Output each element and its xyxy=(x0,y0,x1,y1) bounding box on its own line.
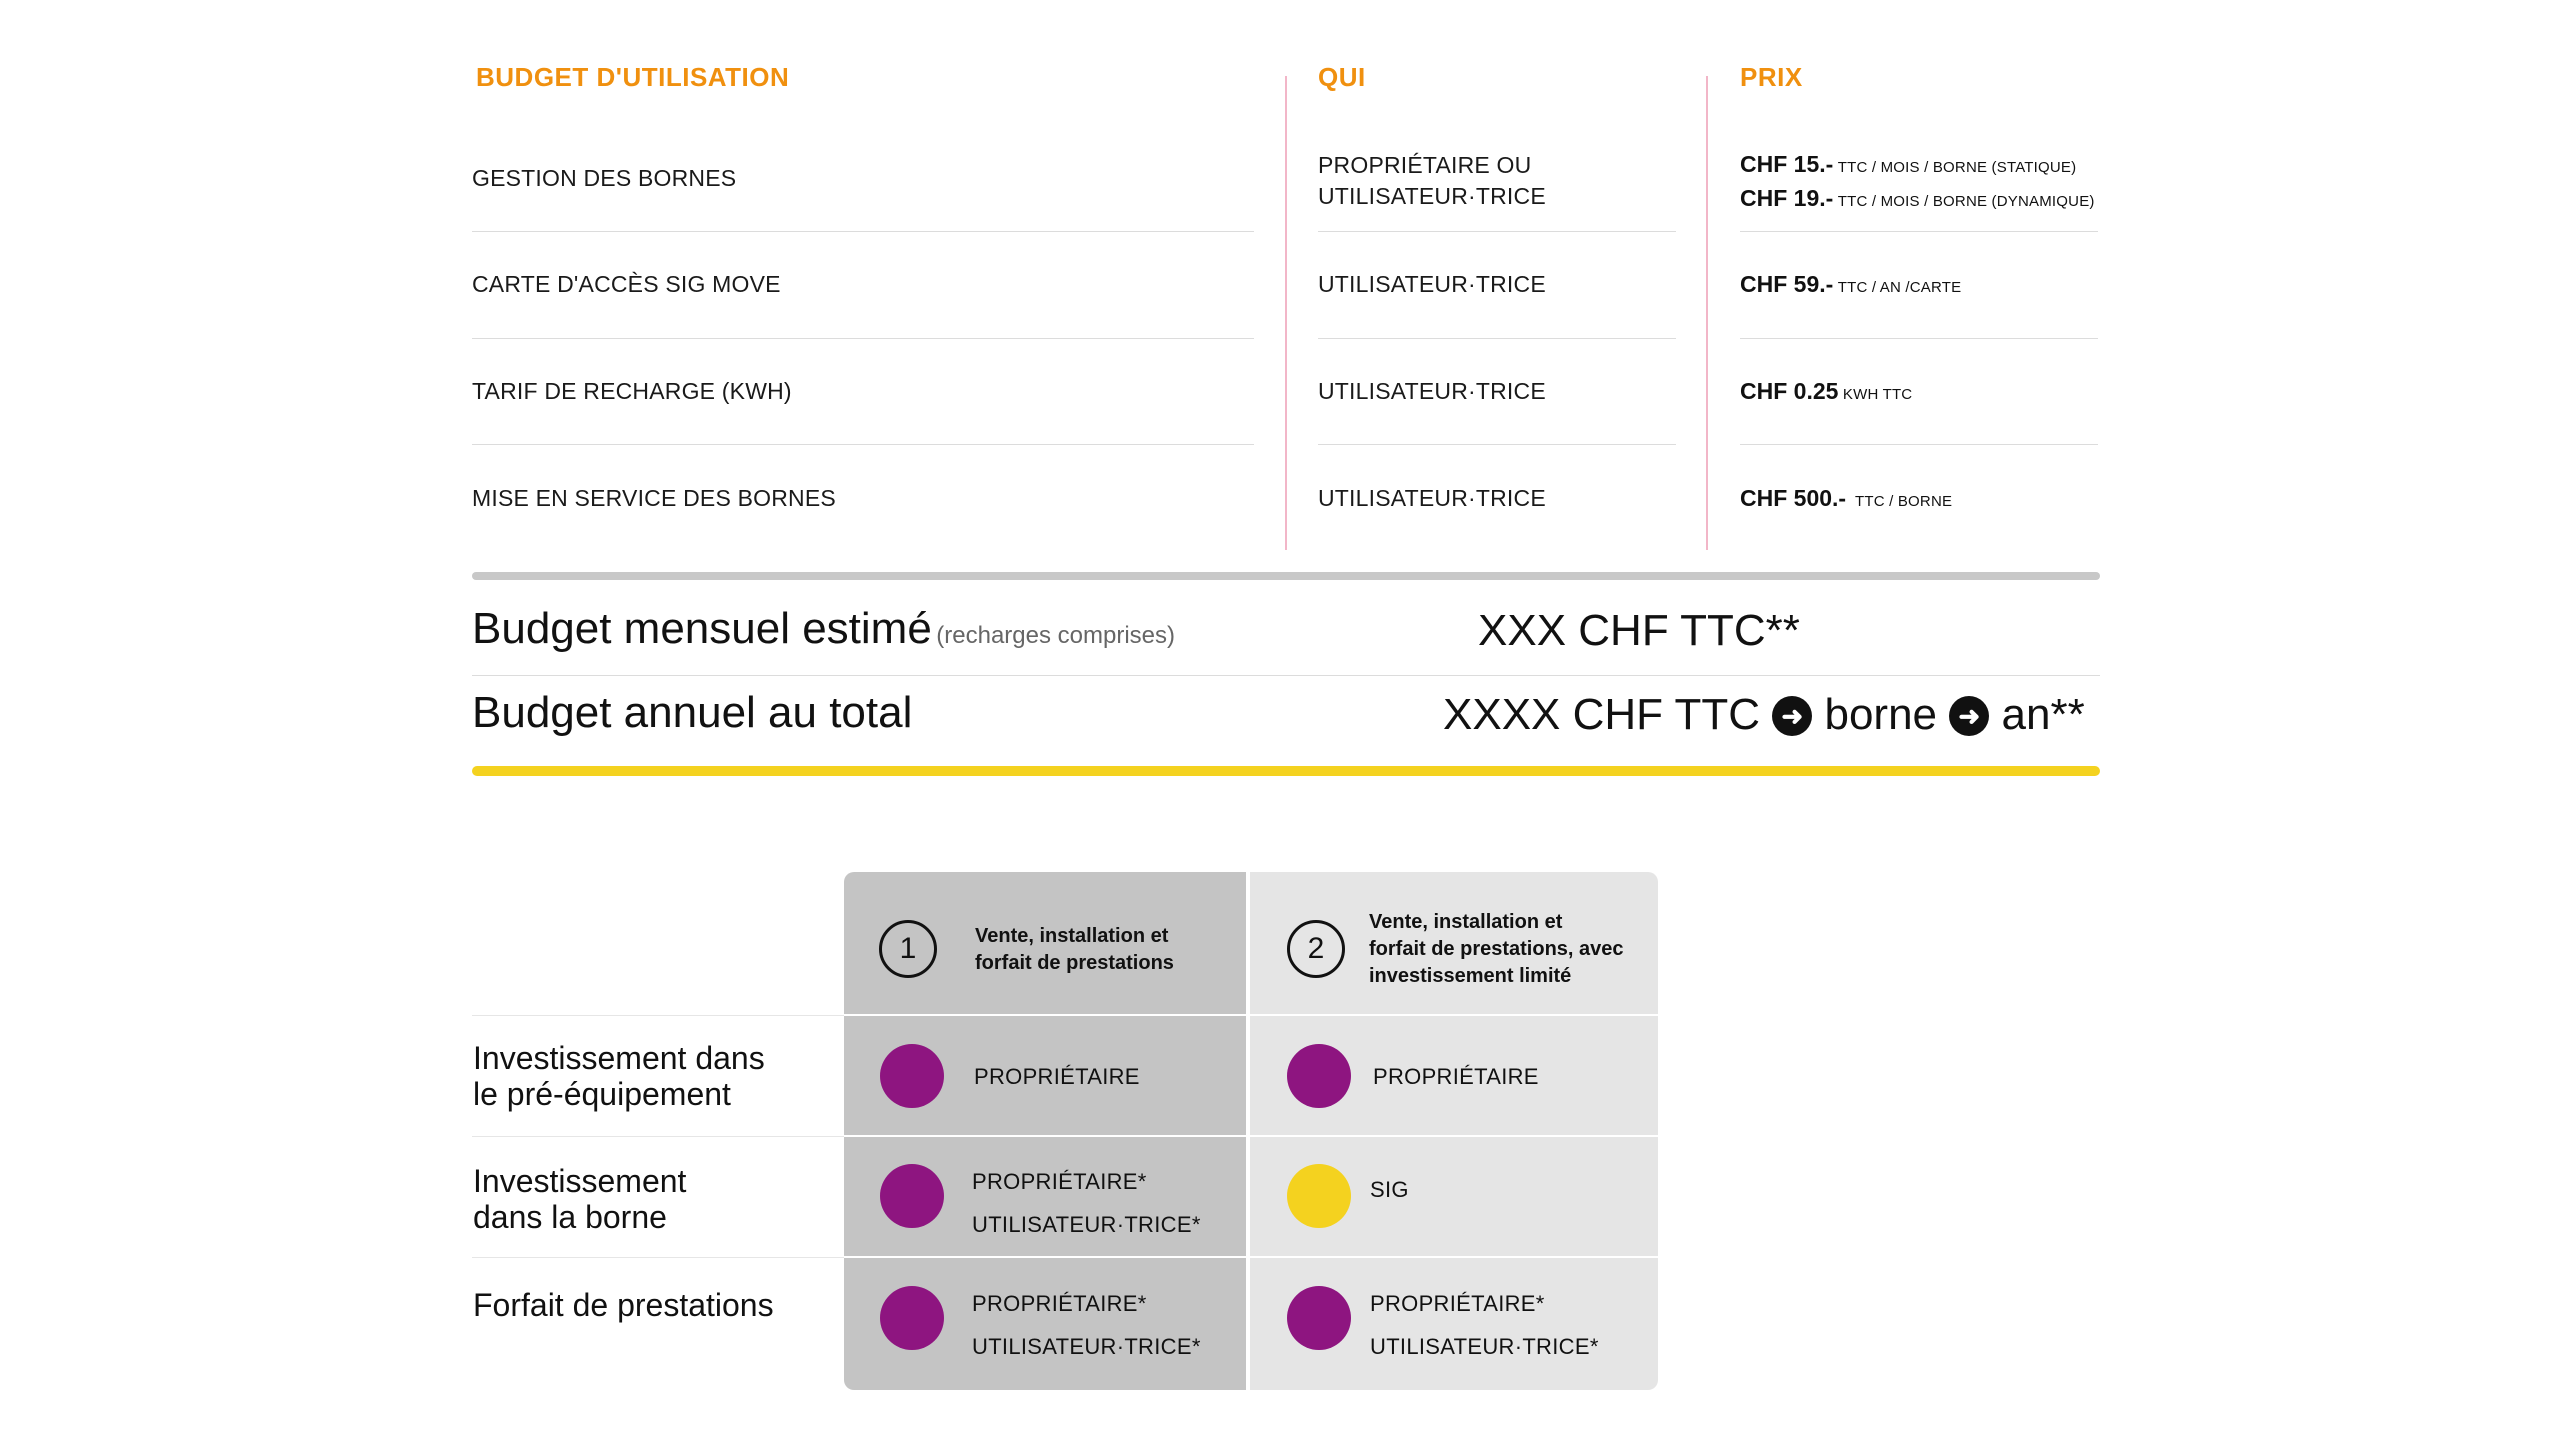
cell-label: PROPRIÉTAIRE xyxy=(974,1064,1140,1089)
item-mise-en-service: MISE EN SERVICE DES BORNES xyxy=(472,485,836,511)
who-carte-acces: UTILISATEUR·TRICE xyxy=(1318,271,1546,297)
row-divider xyxy=(1318,338,1676,339)
summary-top-bar xyxy=(472,572,2100,580)
header-budget: BUDGET D'UTILISATION xyxy=(476,62,790,92)
row-label-borne: Investissement dans la borne xyxy=(473,1163,687,1235)
row-divider xyxy=(844,1135,1658,1137)
monthly-budget-label: Budget mensuel estimé (recharges compris… xyxy=(472,604,1175,653)
item-tarif-recharge: TARIF DE RECHARGE (KWH) xyxy=(472,378,792,404)
row-divider xyxy=(1318,444,1676,445)
yellow-dot-icon xyxy=(1287,1164,1351,1228)
option-2-title: Vente, installation et forfait de presta… xyxy=(1369,911,1624,987)
row-divider xyxy=(472,338,1254,339)
arrow-right-circle-icon: ➜ xyxy=(1949,696,1990,736)
row-label-pre-equipement: Investissement dans le pré-équipement xyxy=(473,1040,765,1112)
header-qui: QUI xyxy=(1318,62,1366,92)
summary-bottom-bar xyxy=(472,766,2100,776)
cell-label: PROPRIÉTAIRE xyxy=(1373,1064,1539,1089)
annual-budget-value: XXXX CHF TTC ➜ borne ➜ an** xyxy=(1443,690,2085,739)
cell-label: PROPRIÉTAIRE* UTILISATEUR·TRICE* xyxy=(972,1169,1201,1237)
who-gestion-bornes: PROPRIÉTAIRE OU UTILISATEUR·TRICE xyxy=(1318,152,1546,209)
row-divider xyxy=(472,1136,844,1137)
row-divider xyxy=(472,444,1254,445)
option-number-badge: 2 xyxy=(1287,920,1345,978)
price-gestion-bornes: CHF 15.- TTC / MOIS / BORNE (STATIQUE) C… xyxy=(1740,151,2095,211)
summary-divider xyxy=(472,675,2100,676)
cell-label: PROPRIÉTAIRE* UTILISATEUR·TRICE* xyxy=(1370,1291,1599,1359)
header-prix: PRIX xyxy=(1740,62,1803,92)
annual-budget-label: Budget annuel au total xyxy=(472,688,913,737)
who-tarif-recharge: UTILISATEUR·TRICE xyxy=(1318,378,1546,404)
column-divider-2 xyxy=(1706,76,1708,550)
purple-dot-icon xyxy=(880,1286,944,1350)
cell-label: PROPRIÉTAIRE* UTILISATEUR·TRICE* xyxy=(972,1291,1201,1359)
option-1-title: Vente, installation et forfait de presta… xyxy=(975,925,1174,974)
purple-dot-icon xyxy=(1287,1044,1351,1108)
cell-label: SIG xyxy=(1370,1177,1409,1202)
row-divider xyxy=(472,231,1254,232)
purple-dot-icon xyxy=(880,1164,944,1228)
who-mise-en-service: UTILISATEUR·TRICE xyxy=(1318,485,1546,511)
row-divider xyxy=(844,1256,1658,1258)
row-divider xyxy=(844,1014,1658,1016)
row-divider xyxy=(1318,231,1676,232)
purple-dot-icon xyxy=(1287,1286,1351,1350)
row-divider xyxy=(1740,231,2098,232)
item-carte-acces: CARTE D'ACCÈS SIG MOVE xyxy=(472,271,781,297)
price-carte-acces: CHF 59.- TTC / AN /CARTE xyxy=(1740,271,1962,297)
row-label-forfait: Forfait de prestations xyxy=(473,1287,774,1323)
row-divider xyxy=(1740,444,2098,445)
price-tarif-recharge: CHF 0.25 KWH TTC xyxy=(1740,378,1913,404)
price-mise-en-service: CHF 500.- TTC / BORNE xyxy=(1740,485,1953,511)
row-divider xyxy=(1740,338,2098,339)
option-number-badge: 1 xyxy=(879,920,937,978)
monthly-budget-value: XXX CHF TTC** xyxy=(1478,606,1800,655)
item-gestion-bornes: GESTION DES BORNES xyxy=(472,165,737,191)
arrow-right-circle-icon: ➜ xyxy=(1772,696,1813,736)
row-divider xyxy=(472,1257,844,1258)
column-divider-1 xyxy=(1285,76,1287,550)
row-divider xyxy=(472,1015,844,1016)
purple-dot-icon xyxy=(880,1044,944,1108)
